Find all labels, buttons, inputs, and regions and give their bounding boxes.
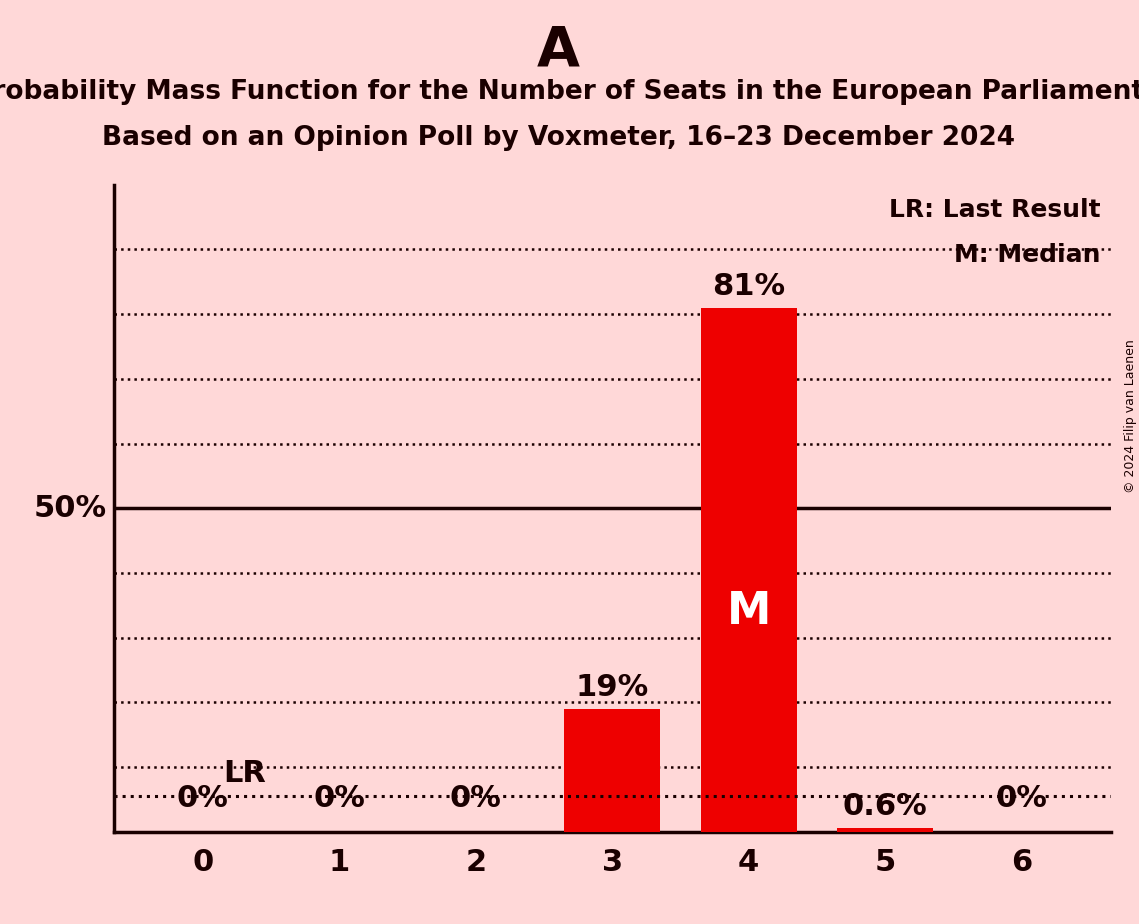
Text: A: A (536, 23, 580, 77)
Bar (700, 308, 796, 832)
Text: 0%: 0% (177, 784, 229, 813)
Text: LR: LR (223, 760, 267, 788)
Text: M: Median: M: Median (954, 243, 1100, 267)
Text: 81%: 81% (712, 273, 785, 301)
Text: Based on an Opinion Poll by Voxmeter, 16–23 December 2024: Based on an Opinion Poll by Voxmeter, 16… (101, 125, 1015, 151)
Text: LR: Last Result: LR: Last Result (888, 198, 1100, 222)
Text: 50%: 50% (34, 493, 107, 523)
Text: 0%: 0% (995, 784, 1048, 813)
Bar (565, 709, 659, 832)
Text: 0.6%: 0.6% (843, 792, 927, 821)
Text: Probability Mass Function for the Number of Seats in the European Parliament: Probability Mass Function for the Number… (0, 79, 1139, 104)
Text: 0%: 0% (313, 784, 366, 813)
Text: 0%: 0% (450, 784, 501, 813)
Bar (837, 828, 933, 832)
Text: M: M (727, 590, 771, 633)
Text: 19%: 19% (575, 674, 649, 702)
Text: © 2024 Filip van Laenen: © 2024 Filip van Laenen (1124, 339, 1137, 492)
